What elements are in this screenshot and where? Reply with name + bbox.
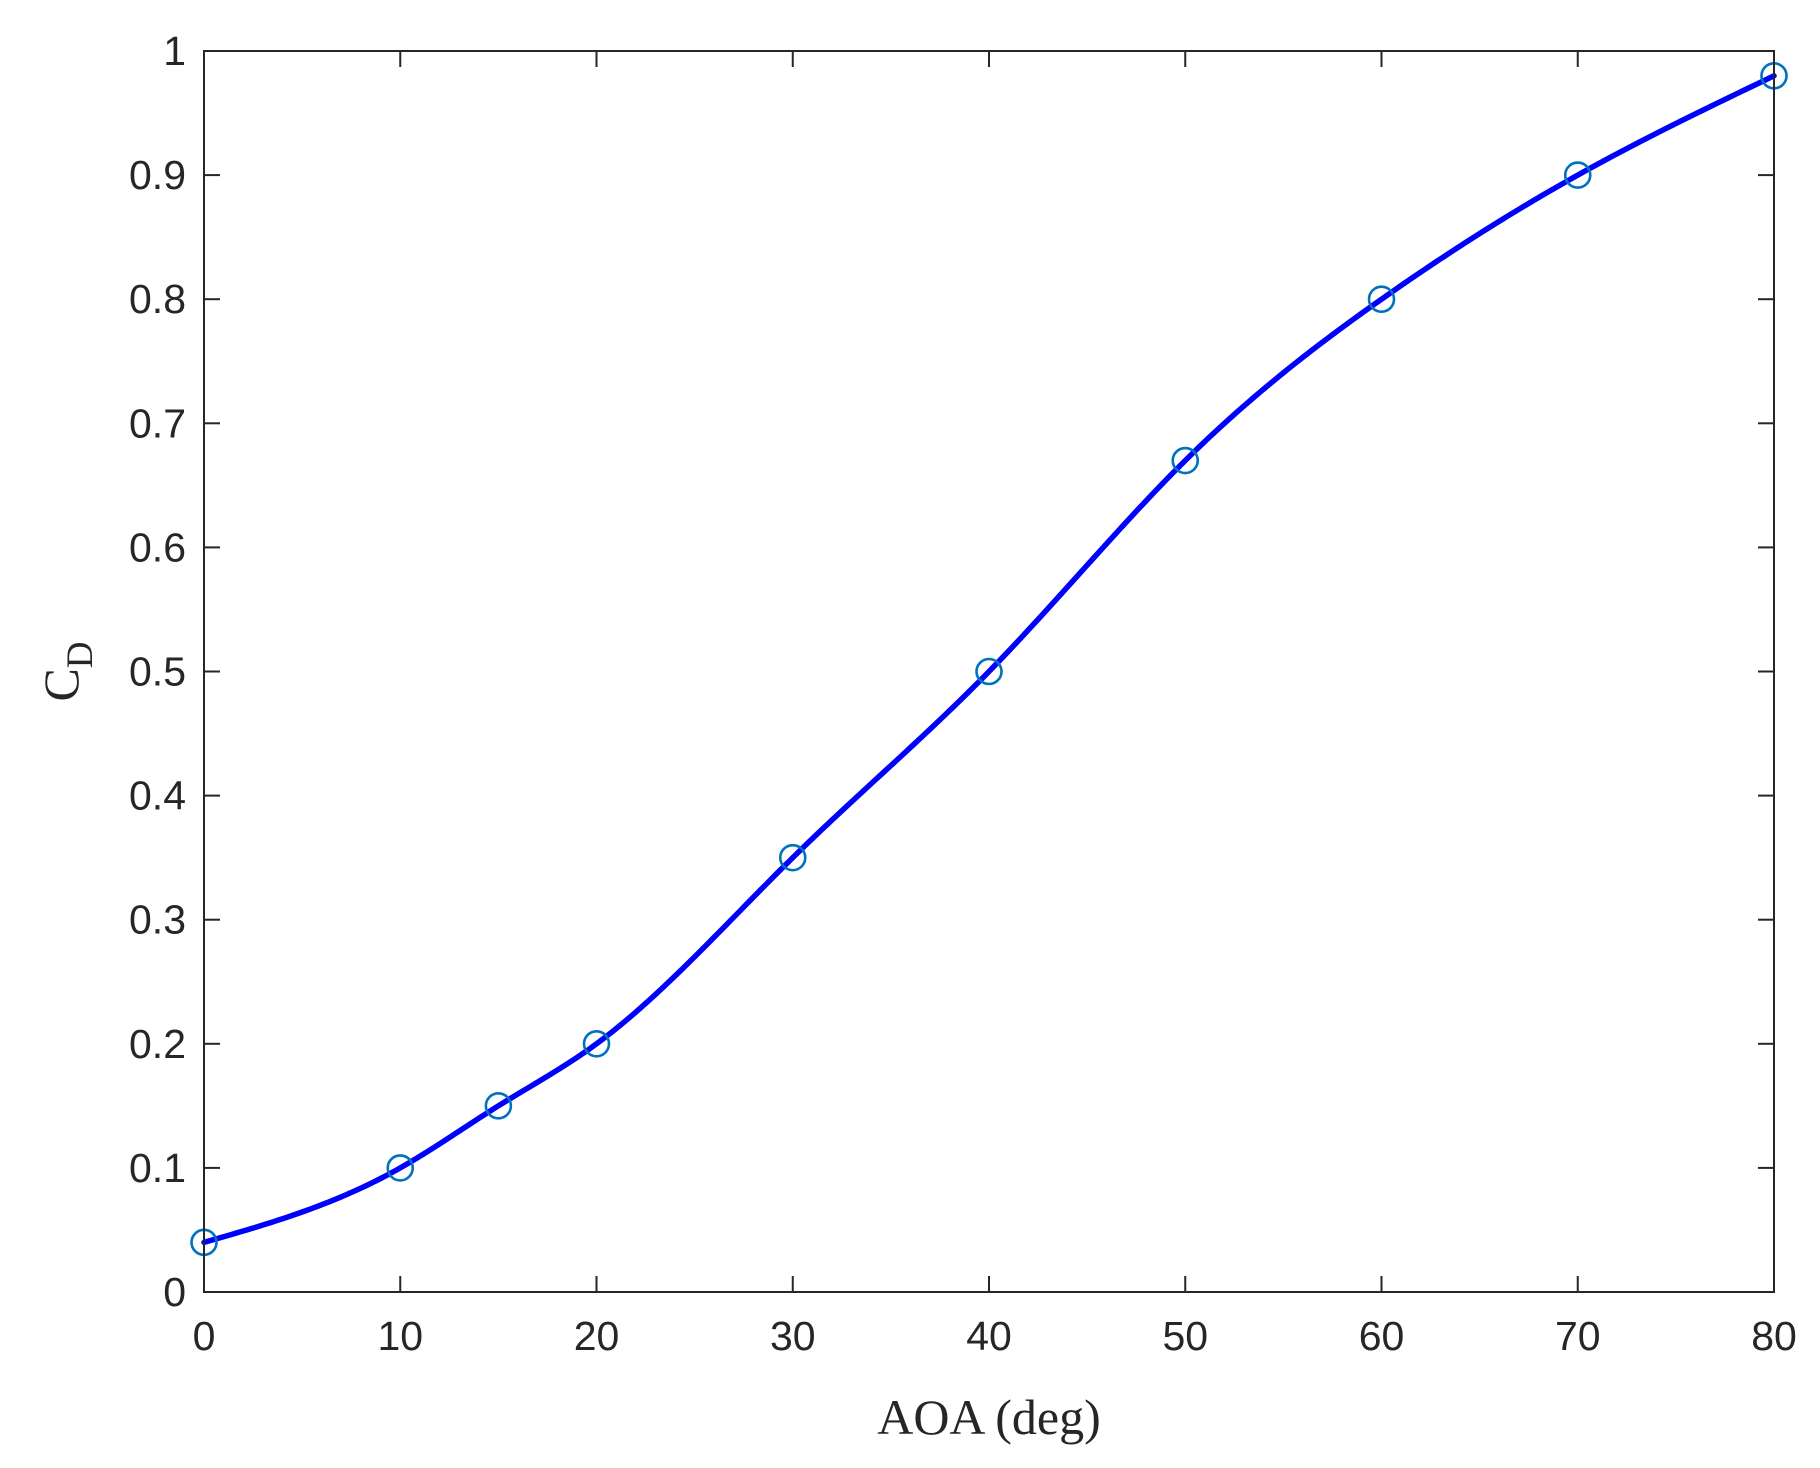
y-tick-label: 0.5 — [129, 649, 186, 695]
data-point-marker — [484, 1092, 513, 1120]
x-tick-label: 30 — [770, 1313, 816, 1359]
x-tick-label: 40 — [966, 1313, 1012, 1359]
data-point-marker — [975, 657, 1003, 686]
data-point-marker — [582, 1030, 611, 1058]
data-point-marker — [1171, 446, 1200, 475]
y-tick-label: 0.8 — [129, 276, 186, 322]
x-tick-label: 70 — [1555, 1313, 1601, 1359]
y-axis-title: CD — [33, 641, 101, 701]
y-axis-title-main: C — [33, 668, 89, 701]
x-tick-label: 80 — [1751, 1313, 1797, 1359]
y-tick-label: 0.6 — [129, 524, 186, 570]
x-tick-label: 60 — [1359, 1313, 1405, 1359]
x-tick-label: 50 — [1162, 1313, 1208, 1359]
data-point-marker — [1367, 285, 1396, 314]
axes: 0 10 20 30 40 50 60 70 80 0 0.1 0.2 0.3 0.4 0.5 0.6 0.7… — [129, 28, 1797, 1359]
x-axis-title: AOA (deg) — [877, 1389, 1101, 1445]
x-axis-ticks: 0 10 20 30 40 50 60 70 80 — [193, 51, 1797, 1359]
fit-curve — [201, 73, 1777, 1246]
x-tick-label: 0 — [193, 1313, 216, 1359]
data-point-marker — [778, 843, 807, 872]
y-tick-label: 0.2 — [129, 1021, 186, 1067]
data-point-marker — [1563, 161, 1592, 189]
y-tick-label: 0.7 — [129, 400, 186, 446]
y-tick-label: 1 — [163, 28, 186, 74]
y-axis-ticks: 0 0.1 0.2 0.3 0.4 0.5 0.6 0.7 0.8 0.9 1 — [129, 28, 1774, 1315]
data-point-marker — [386, 1154, 415, 1182]
y-axis-title-subscript: D — [60, 641, 101, 668]
y-tick-label: 0.1 — [129, 1145, 186, 1191]
x-tick-label: 20 — [574, 1313, 620, 1359]
y-tick-label: 0 — [163, 1269, 186, 1315]
y-tick-label: 0.3 — [129, 897, 186, 943]
fit-curve-layer — [201, 73, 1777, 1246]
y-tick-label: 0.9 — [129, 152, 186, 198]
y-tick-label: 0.4 — [129, 773, 186, 819]
x-tick-label: 10 — [377, 1313, 423, 1359]
